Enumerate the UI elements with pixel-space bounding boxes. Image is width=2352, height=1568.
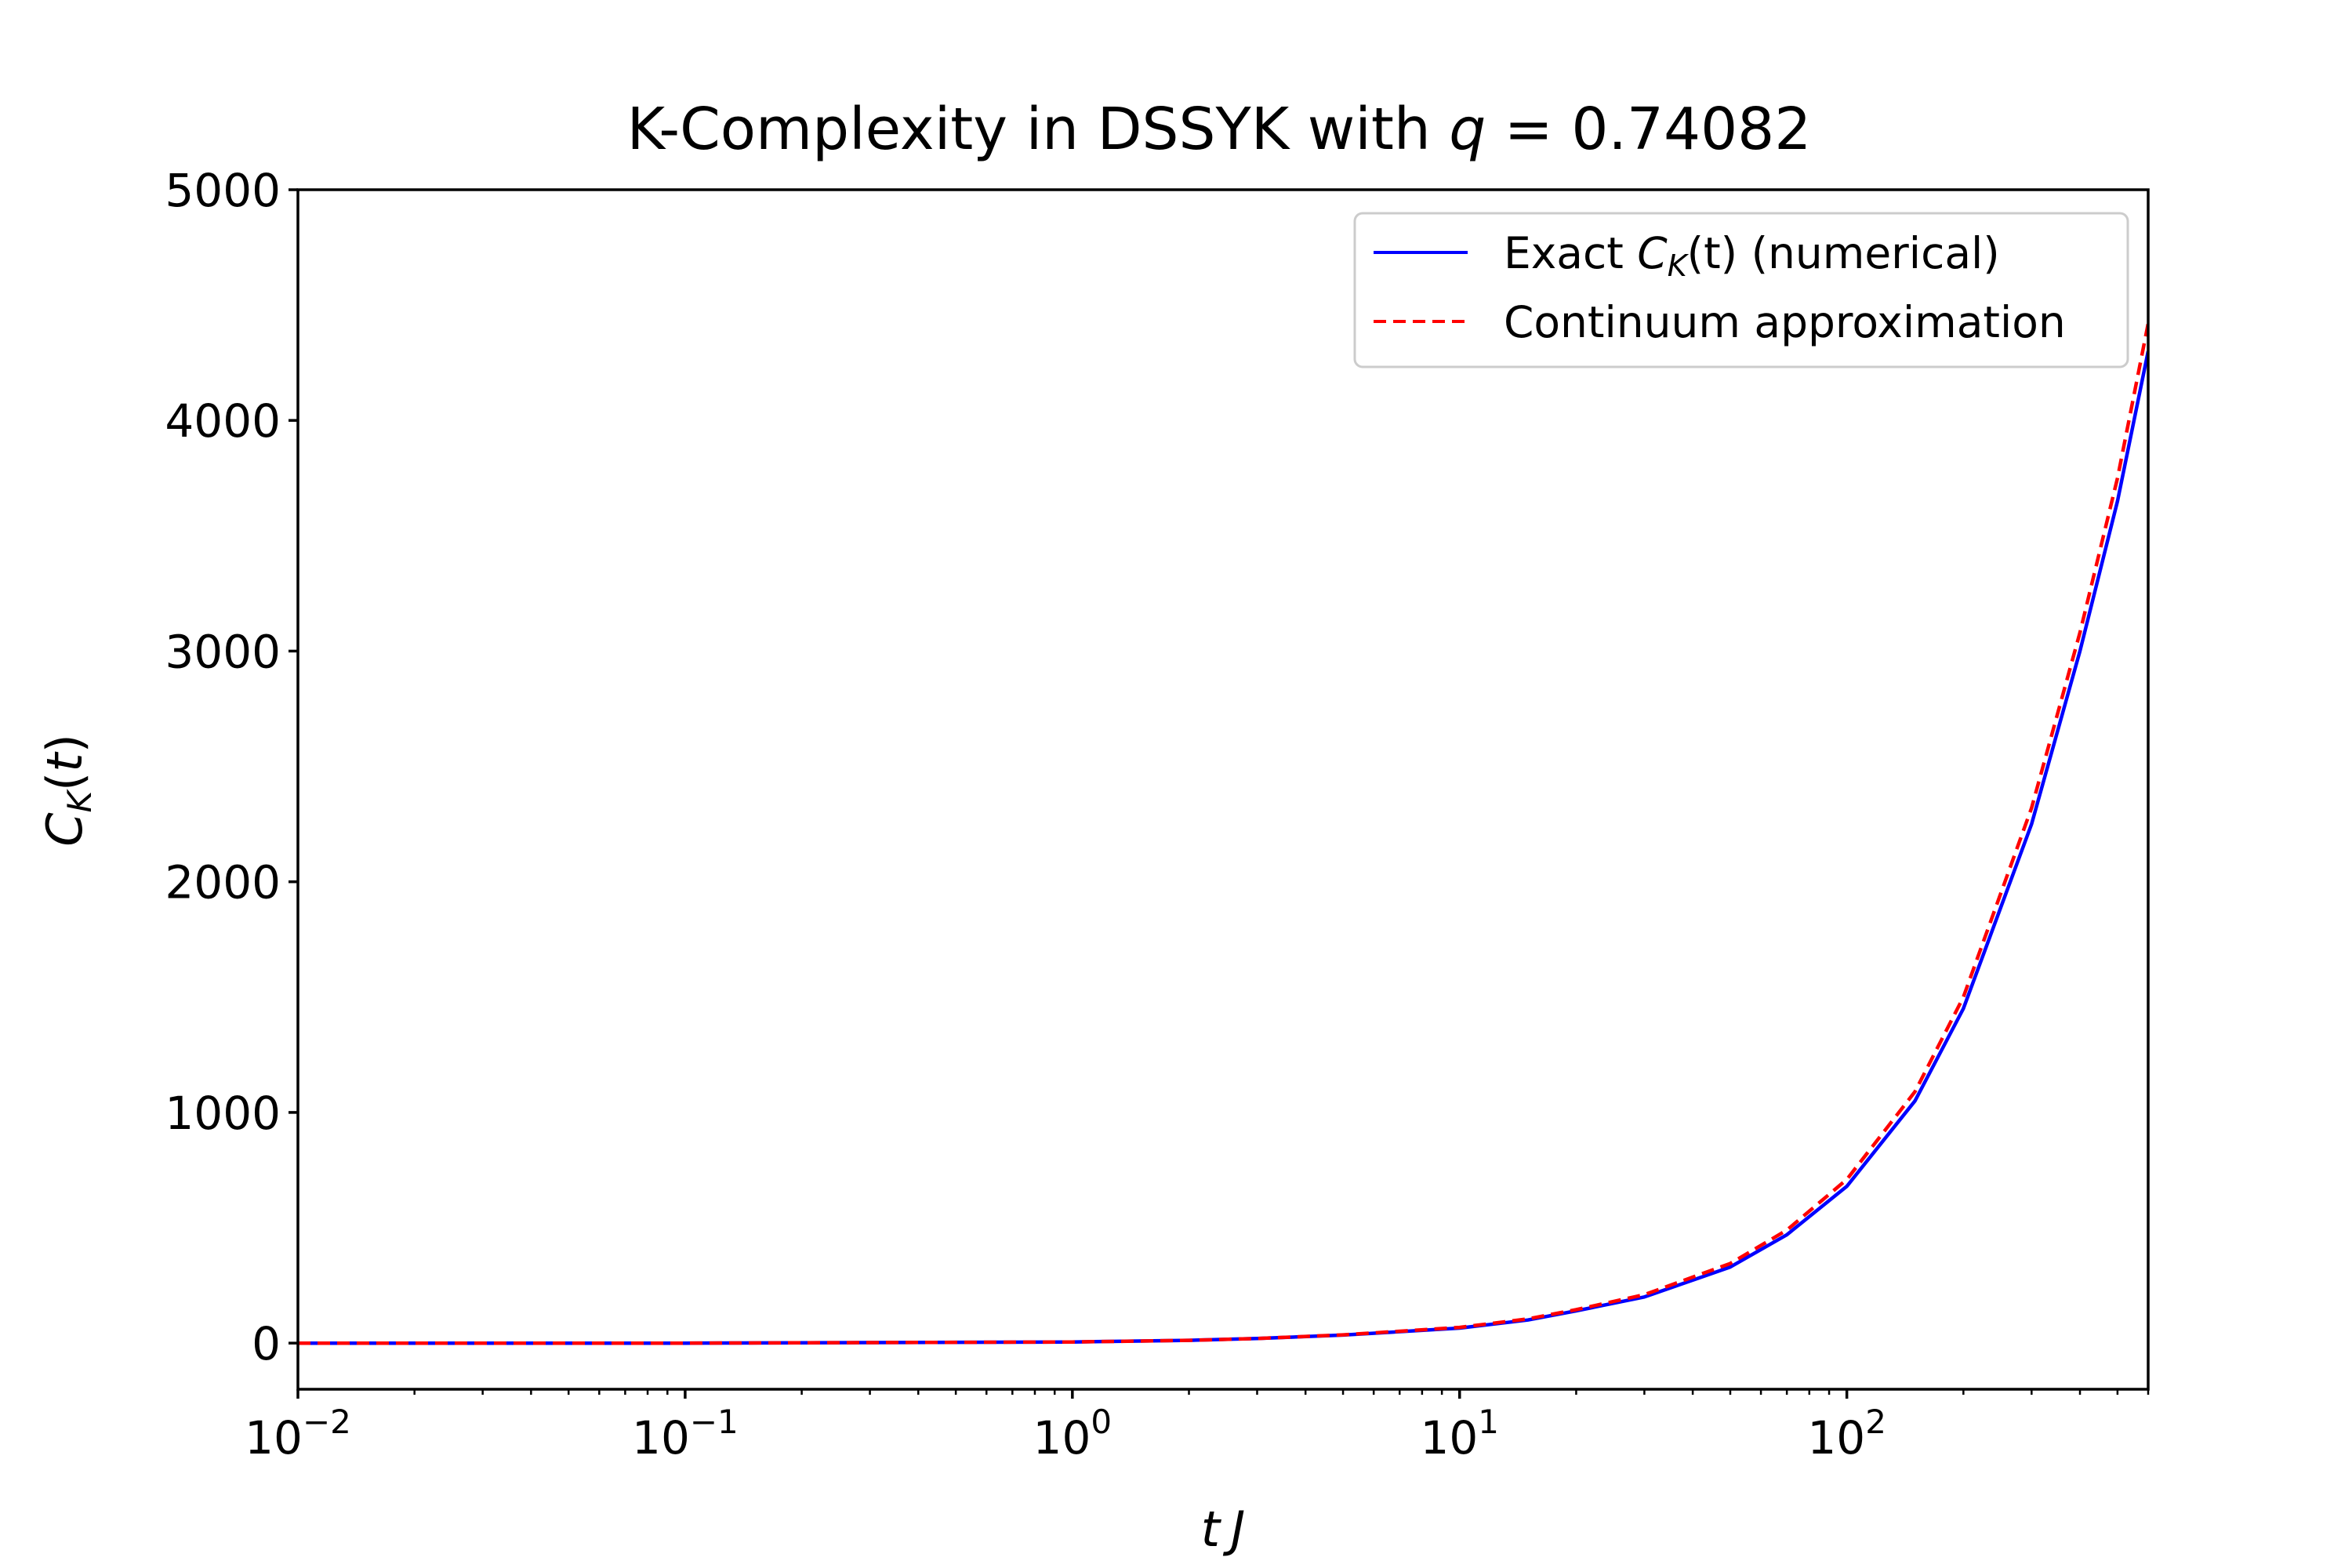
plot-area: [296, 188, 2150, 1391]
legend-label-continuum: Continuum approximation: [1504, 297, 2066, 347]
y-tick-label: 3000: [165, 625, 281, 678]
x-tick-label: 10−1: [632, 1403, 739, 1465]
legend-box: [1353, 212, 2129, 368]
y-axis: 0 1000 2000 3000 4000 5000: [165, 164, 298, 1370]
series-layer: [298, 323, 2148, 1345]
y-tick-label: 5000: [165, 164, 281, 217]
y-tick-label: 2000: [165, 856, 281, 909]
y-tick-label: 0: [252, 1317, 281, 1370]
legend-label-exact: Exact CK(t) (numerical): [1504, 228, 2000, 283]
x-tick-label: 102: [1807, 1403, 1886, 1465]
y-tick-label: 4000: [165, 394, 281, 448]
x-tick-label: 101: [1420, 1403, 1499, 1465]
series-line-continuum: [298, 323, 2148, 1345]
chart-title: K-Complexity in DSSYK with q = 0.74082: [627, 96, 1812, 163]
x-tick-label: 100: [1033, 1403, 1112, 1465]
plot-frame: [296, 188, 2150, 1391]
x-tick-label: 10−2: [245, 1403, 351, 1465]
legend: Exact CK(t) (numerical) Continuum approx…: [1353, 212, 2129, 368]
y-axis-label: CK(t): [36, 734, 99, 847]
y-tick-label: 1000: [165, 1087, 281, 1140]
x-axis: 10−2 10−1 100 101 102: [245, 1389, 2150, 1465]
